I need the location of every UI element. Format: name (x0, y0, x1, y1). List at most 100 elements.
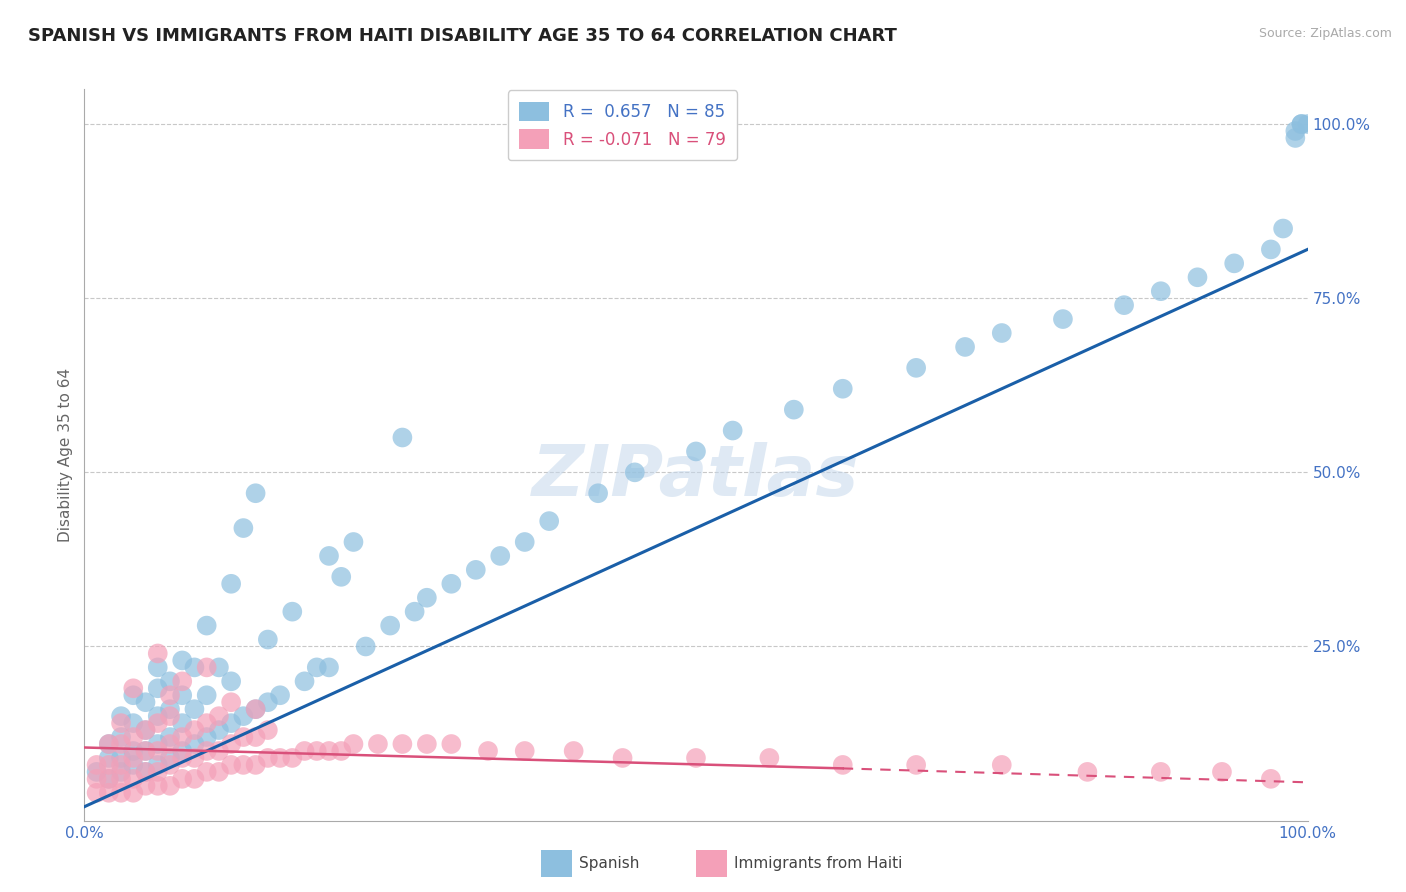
Point (135, 744, 157, 758)
Point (183, 660, 205, 674)
Point (1187, 270, 1209, 285)
Point (195, 618, 218, 632)
Point (257, 723, 280, 737)
Point (172, 751, 194, 765)
Point (1296, 117, 1319, 131)
Point (562, 744, 585, 758)
Point (146, 647, 169, 661)
Point (245, 758, 267, 772)
Point (110, 758, 132, 772)
Point (146, 681, 169, 696)
Point (97, 737, 120, 751)
Point (208, 744, 231, 758)
Point (477, 744, 499, 758)
Point (1076, 764, 1098, 779)
Point (367, 737, 389, 751)
Point (513, 744, 536, 758)
Point (146, 660, 169, 674)
Point (257, 632, 280, 647)
Point (624, 466, 647, 480)
Point (269, 751, 291, 765)
Point (172, 674, 194, 689)
Point (257, 695, 280, 709)
Point (172, 716, 194, 731)
Point (464, 563, 486, 577)
Point (195, 716, 218, 731)
Point (1150, 764, 1173, 779)
Point (245, 702, 267, 716)
Point (208, 723, 231, 737)
Point (783, 402, 806, 417)
Text: SPANISH VS IMMIGRANTS FROM HAITI DISABILITY AGE 35 TO 64 CORRELATION CHART: SPANISH VS IMMIGRANTS FROM HAITI DISABIL… (28, 27, 897, 45)
Point (159, 688, 181, 702)
Point (1052, 312, 1074, 326)
Point (195, 688, 218, 702)
Point (1150, 284, 1173, 298)
Point (1284, 131, 1306, 145)
Point (219, 737, 242, 751)
Point (232, 758, 254, 772)
Point (208, 764, 231, 779)
Point (172, 772, 194, 786)
Point (122, 751, 145, 765)
Point (86, 764, 108, 779)
Text: Source: ZipAtlas.com: Source: ZipAtlas.com (1258, 27, 1392, 40)
Point (232, 730, 254, 744)
Point (1114, 298, 1136, 312)
Point (172, 744, 194, 758)
Point (685, 751, 707, 765)
Point (110, 716, 132, 731)
Point (318, 660, 340, 674)
Point (1260, 243, 1282, 257)
Point (305, 744, 328, 758)
Point (135, 723, 157, 737)
Point (513, 535, 536, 549)
Point (953, 340, 976, 354)
Bar (696, 850, 727, 877)
Point (122, 744, 145, 758)
Point (380, 618, 402, 632)
Point (97, 772, 120, 786)
Point (122, 758, 145, 772)
Point (208, 709, 231, 723)
Point (183, 723, 205, 737)
Point (135, 764, 157, 779)
Text: Immigrants from Haiti: Immigrants from Haiti (734, 856, 903, 871)
Point (146, 764, 169, 779)
Point (195, 764, 218, 779)
Point (172, 653, 194, 667)
Point (281, 751, 304, 765)
Point (991, 326, 1014, 340)
Point (905, 360, 928, 375)
Point (318, 549, 340, 563)
Point (612, 751, 634, 765)
Point (342, 737, 364, 751)
Point (146, 737, 169, 751)
Point (97, 737, 120, 751)
Point (110, 764, 132, 779)
Point (122, 681, 145, 696)
Point (135, 779, 157, 793)
Point (97, 772, 120, 786)
Point (330, 744, 353, 758)
Point (416, 591, 439, 605)
Point (110, 737, 132, 751)
Point (404, 605, 426, 619)
Point (1291, 117, 1313, 131)
Point (354, 640, 377, 654)
Point (281, 605, 304, 619)
Point (159, 730, 181, 744)
Point (110, 709, 132, 723)
Point (1260, 772, 1282, 786)
Point (159, 674, 181, 689)
Point (195, 744, 218, 758)
Point (110, 730, 132, 744)
Point (122, 688, 145, 702)
Point (305, 660, 328, 674)
Point (146, 716, 169, 731)
Point (159, 709, 181, 723)
Point (245, 702, 267, 716)
Point (294, 744, 316, 758)
Point (1291, 117, 1313, 131)
Point (183, 702, 205, 716)
